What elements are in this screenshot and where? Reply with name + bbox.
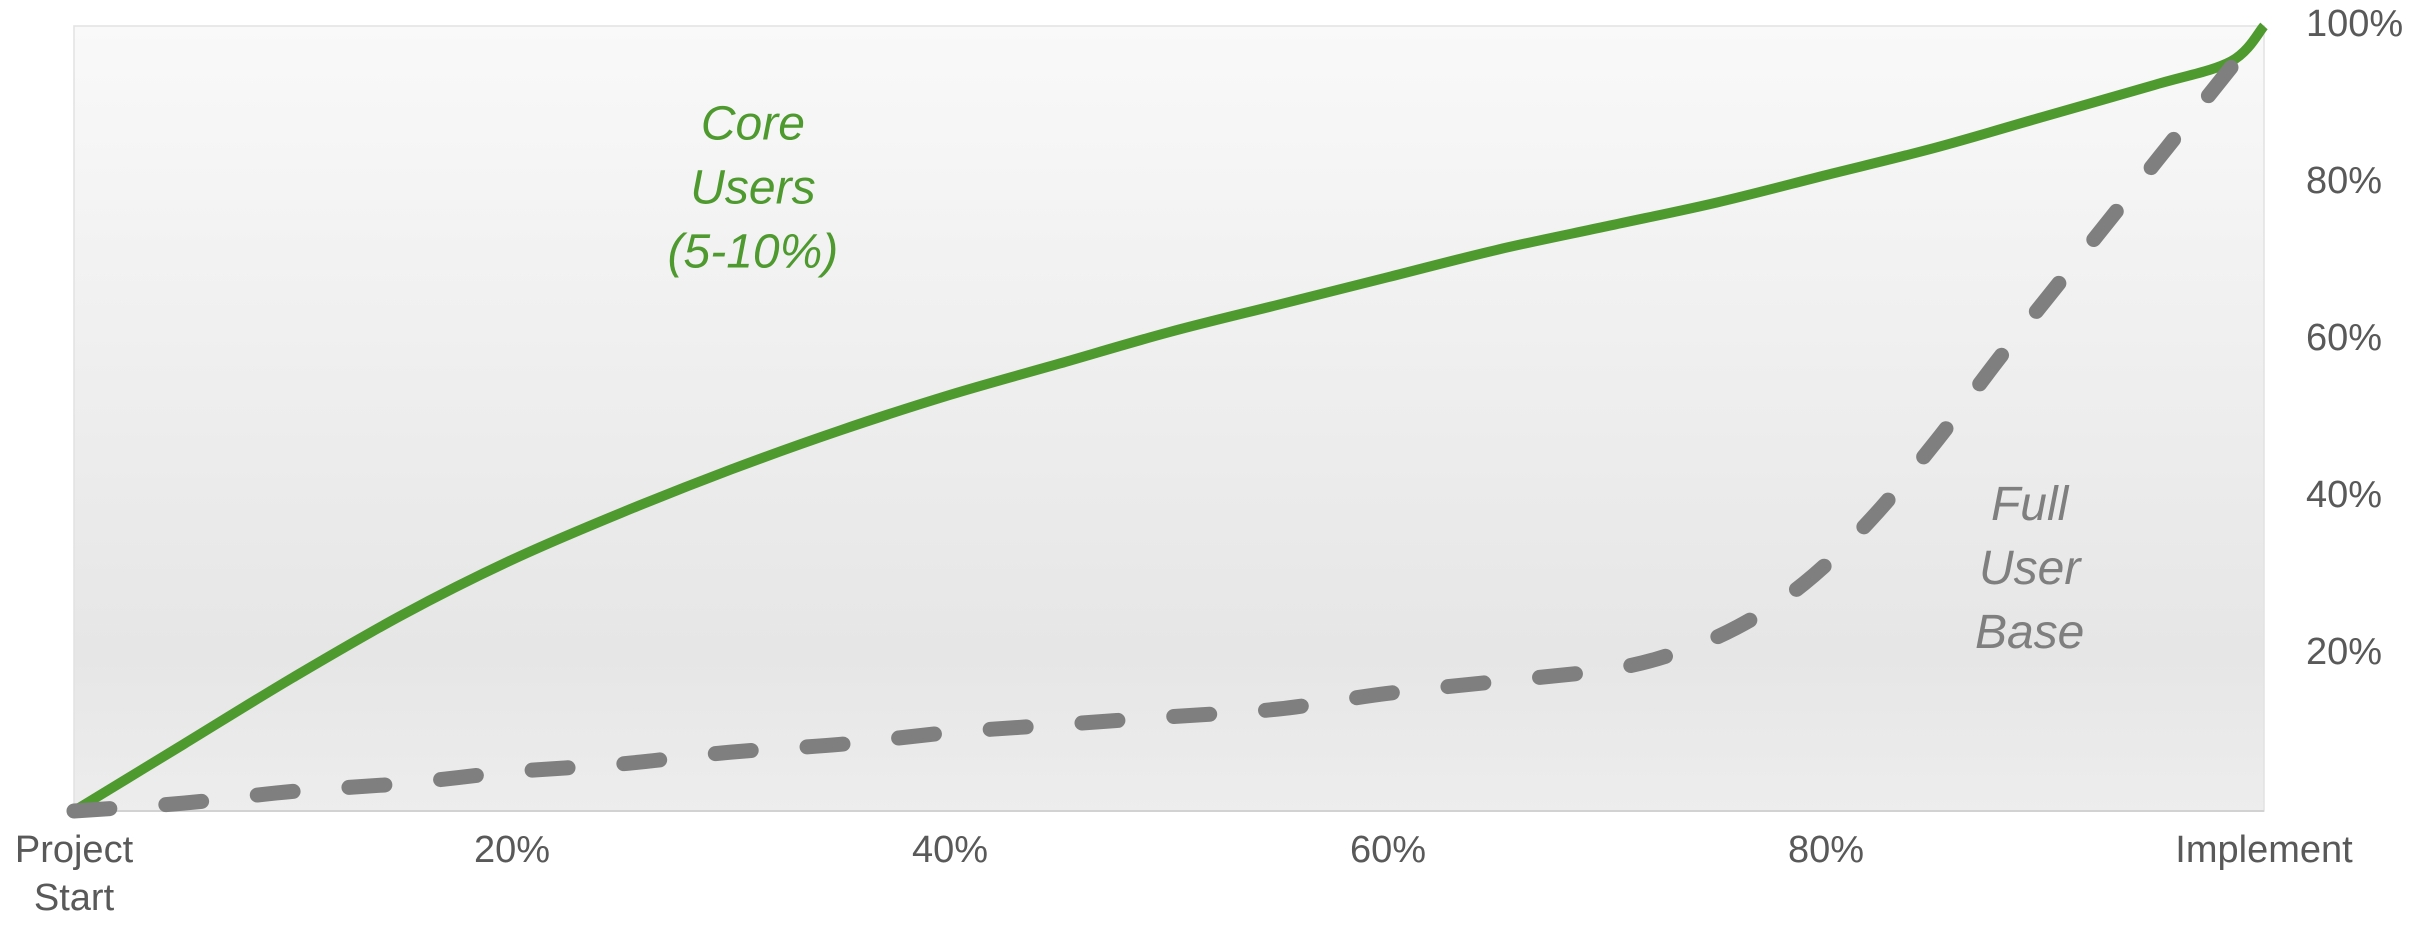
series-1-label-line-1: Core <box>701 98 805 151</box>
x-tick-label-2: 20% <box>474 829 550 871</box>
series-1-label-line-2: Users <box>690 162 815 215</box>
series-2-label-line-3: Base <box>1975 606 2084 659</box>
x-tick-label-1-line-1: Project <box>15 829 134 871</box>
y-tick-label-4: 80% <box>2306 160 2382 202</box>
y-tick-label-5: 100% <box>2306 3 2403 45</box>
x-tick-label-3: 40% <box>912 829 988 871</box>
y-tick-label-1: 20% <box>2306 631 2382 673</box>
y-tick-label-3: 60% <box>2306 317 2382 359</box>
series-2-label-line-2: User <box>1979 542 2082 595</box>
series-line-1 <box>71 22 2268 816</box>
series-line-2 <box>66 18 2272 819</box>
x-tick-label-6: Implement <box>2175 829 2353 871</box>
series-2-label-line-1: Full <box>1991 478 2070 531</box>
series-label-layer: Core Users (5-10%) Full User Base <box>668 98 2085 660</box>
x-tick-label-4: 60% <box>1350 829 1426 871</box>
x-tick-label-1-line-2: Start <box>34 877 115 919</box>
series-1-label-line-3: (5-10%) <box>668 226 839 279</box>
x-axis: Project Start 20% 40% 60% 80% Implement <box>15 829 2353 919</box>
x-tick-label-5: 80% <box>1788 829 1864 871</box>
y-axis: 20% 40% 60% 80% 100% <box>2306 3 2403 673</box>
y-tick-label-2: 40% <box>2306 474 2382 516</box>
series-layer <box>66 18 2272 819</box>
